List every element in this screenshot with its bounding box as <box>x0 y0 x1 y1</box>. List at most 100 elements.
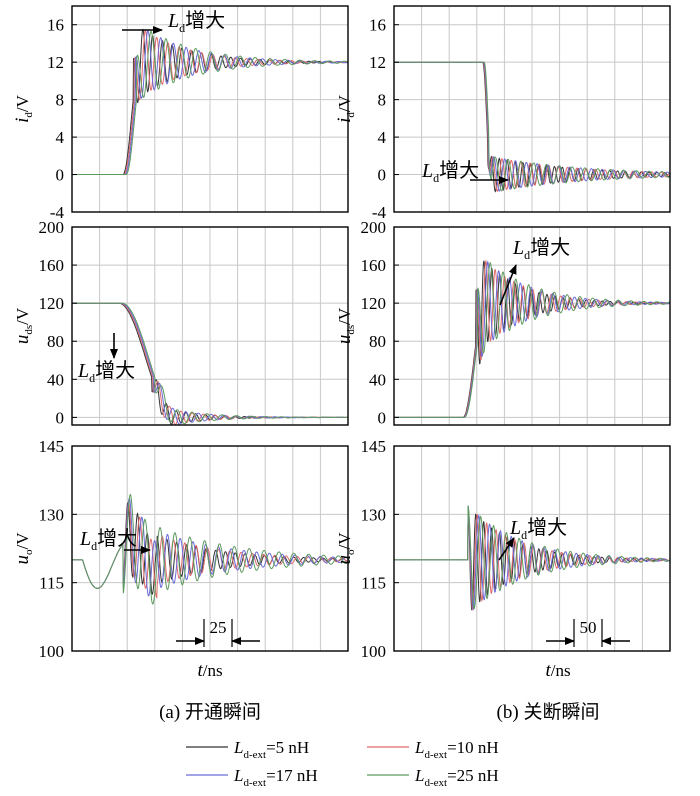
y-tick-label: 100 <box>361 642 387 661</box>
legend-item: Ld-ext=25 nH <box>367 766 499 789</box>
legend-item: Ld-ext=5 nH <box>186 738 309 761</box>
y-axis-label-part: d <box>345 112 357 118</box>
series-line-25nH <box>394 261 670 418</box>
y-axis-label-part: /V <box>335 532 354 550</box>
annotation-ld-increase-part: L <box>512 237 524 259</box>
annotation-ld-increase: Ld增大 <box>167 9 225 35</box>
series-line-25nH <box>394 61 670 192</box>
series-line-25nH <box>72 493 348 605</box>
annotation-ld-increase: Ld增大 <box>79 527 137 553</box>
y-axis-label-part: /V <box>335 94 354 112</box>
legend-label: Ld-ext=5 nH <box>233 738 309 761</box>
legend-label-part: d-ext <box>243 777 266 789</box>
annotation-ld-increase: Ld增大 <box>509 516 567 542</box>
x-axis-label-part: /ns <box>551 661 571 680</box>
y-tick-label: 4 <box>378 128 387 147</box>
chart-a-2: 0 40 80 120 160 200 uds/V <box>12 218 349 427</box>
y-tick-label: 120 <box>39 294 65 313</box>
y-axis-label-part: u <box>12 555 33 565</box>
legend-label-part: d-ext <box>424 777 447 789</box>
series-line-25nH <box>394 505 670 610</box>
x-axis-label: t/ns <box>545 660 570 681</box>
y-tick-label: 145 <box>39 437 65 456</box>
y-tick-label: 0 <box>56 166 65 185</box>
y-tick-label: 160 <box>39 256 65 275</box>
y-axis-label-part: /V <box>335 307 354 325</box>
y-tick-label: 80 <box>47 332 64 351</box>
y-axis-label: id/V <box>12 94 35 123</box>
y-axis-label: uo/V <box>12 532 35 565</box>
y-tick-label: 16 <box>369 16 386 35</box>
y-tick-label: 40 <box>369 370 386 389</box>
caption-a: (a) 开通瞬间 <box>159 701 261 723</box>
annotation-ld-increase-part: L <box>421 160 433 182</box>
annotation-ld-increase-part: d <box>433 171 439 185</box>
x-axis-label: t/ns <box>197 660 222 681</box>
y-tick-label: 12 <box>369 53 386 72</box>
annotation-ld-increase-part: d <box>179 21 185 35</box>
y-tick-label: 120 <box>361 294 387 313</box>
legend-label-part: =17 nH <box>266 766 318 785</box>
legend-item: Ld-ext=10 nH <box>367 738 499 761</box>
annotation-ld-increase-part: 增大 <box>97 527 137 550</box>
y-tick-label: 0 <box>378 166 387 185</box>
x-axis-label-part: t <box>197 660 203 681</box>
plot-frame <box>393 226 671 426</box>
y-tick-label: 130 <box>361 505 387 524</box>
chart-b-2: 0 40 80 120 160 200 uds/V <box>334 218 671 427</box>
y-tick-label: 115 <box>39 574 64 593</box>
y-tick-label: 100 <box>39 642 65 661</box>
y-axis-label: uds/V <box>12 307 35 344</box>
chart-b-3: 100 115 130 145 uo/V <box>334 437 671 661</box>
y-tick-label: -4 <box>372 203 387 222</box>
y-tick-label: 115 <box>361 574 386 593</box>
legend-label-part: =10 nH <box>447 738 499 757</box>
annotation-arrow <box>499 264 517 306</box>
y-axis-label-part: d <box>23 112 35 118</box>
y-tick-label: 130 <box>39 505 65 524</box>
plot-frame <box>71 226 349 426</box>
chart-a-3: 100 115 130 145 uo/V <box>12 437 349 661</box>
plot-frame <box>71 5 349 213</box>
series-line-25nH <box>72 302 348 425</box>
legend-label-part: d-ext <box>424 749 447 761</box>
y-axis-label-part: u <box>334 555 355 565</box>
legend-label-part: =5 nH <box>266 738 309 757</box>
annotation-ld-increase-part: d <box>521 528 527 542</box>
time-scale-label: 50 <box>580 618 597 637</box>
annotation-ld-increase-part: 增大 <box>530 236 570 259</box>
y-axis-label-part: i <box>12 118 33 123</box>
y-axis-label-part: u <box>12 335 33 345</box>
y-axis-label: id/V <box>334 94 357 123</box>
y-axis-label-part: i <box>334 118 355 123</box>
y-tick-label: 200 <box>361 218 387 237</box>
y-axis-label-part: /V <box>13 94 32 112</box>
y-tick-label: 8 <box>378 91 387 110</box>
plot-frame <box>393 445 671 652</box>
annotation-ld-increase-part: L <box>167 10 179 32</box>
annotation-ld-increase-part: L <box>77 360 89 382</box>
y-tick-label: 16 <box>47 16 64 35</box>
time-scale-label: 25 <box>210 618 227 637</box>
x-axis-label-part: t <box>545 660 551 681</box>
legend-label: Ld-ext=10 nH <box>414 738 499 761</box>
annotation-ld-increase-part: d <box>524 248 530 262</box>
series-line-25nH <box>72 31 348 175</box>
y-axis-label-part: /V <box>13 307 32 325</box>
annotation-ld-increase-part: d <box>91 539 97 553</box>
legend-label-part: L <box>414 738 424 757</box>
annotation-ld-increase-part: d <box>89 371 95 385</box>
legend-label: Ld-ext=17 nH <box>233 766 318 789</box>
y-tick-label: 160 <box>361 256 387 275</box>
legend-label-part: L <box>233 766 243 785</box>
annotation-ld-increase: Ld增大 <box>512 236 570 262</box>
y-axis-label: uo/V <box>334 532 357 565</box>
y-tick-label: 0 <box>56 408 65 427</box>
y-tick-label: 4 <box>56 128 65 147</box>
y-tick-label: 145 <box>361 437 387 456</box>
y-tick-label: 8 <box>56 91 65 110</box>
annotation-ld-increase-part: 增大 <box>95 359 135 382</box>
